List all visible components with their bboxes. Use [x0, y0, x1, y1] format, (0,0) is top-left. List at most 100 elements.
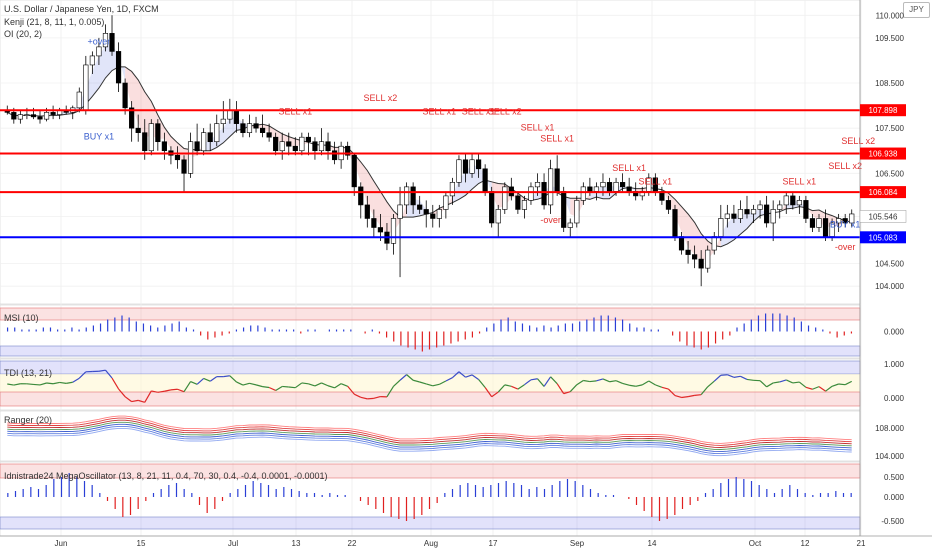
tdi-line-segment — [655, 384, 663, 388]
candle-body — [809, 218, 816, 228]
time-tick-label: Jun — [55, 539, 68, 548]
tdi-line-segment — [779, 379, 787, 383]
tdi-line-segment — [242, 382, 250, 386]
candle-body — [561, 191, 567, 228]
kenji-cloud-segment — [688, 213, 695, 255]
tdi-line-segment — [609, 380, 617, 383]
ranger-tick-label: 108.000 — [875, 424, 904, 433]
oscillator-title: Idnistrade24 MegaOscillator (13, 8, 21, … — [4, 471, 328, 481]
ranger-pane — [7, 415, 852, 457]
candle-body — [502, 186, 508, 210]
candle-body — [377, 227, 383, 233]
tdi-line-segment — [170, 388, 178, 391]
candle-body — [181, 159, 187, 174]
signal-annotation: -over — [540, 215, 561, 225]
candle-body — [207, 132, 213, 143]
tdi-title: TDI (13, 21) — [4, 368, 52, 378]
candle-body — [397, 204, 403, 219]
tdi-line-segment — [556, 383, 565, 394]
price-tick-label: 107.500 — [875, 124, 904, 133]
signal-annotation: SELL x1 — [278, 107, 312, 117]
tdi-line-segment — [694, 394, 702, 396]
candle-body — [305, 136, 311, 143]
tdi-line-segment — [661, 386, 669, 390]
tdi-line-segment — [98, 369, 106, 372]
candle-body — [665, 200, 672, 210]
candle-body — [220, 118, 226, 124]
price-level-tag — [860, 231, 906, 244]
kenji-cloud-segment — [694, 222, 702, 261]
signal-annotation: SELL x2 — [828, 161, 862, 171]
tdi-line-segment — [641, 380, 650, 386]
tdi-line-segment — [360, 396, 368, 400]
ranger-title: Ranger (20) — [4, 415, 52, 425]
candle-body — [161, 141, 167, 152]
time-tick-label: Aug — [424, 539, 438, 548]
candle-body — [155, 123, 161, 143]
time-tick-label: 13 — [292, 539, 301, 548]
tdi-line-segment — [629, 384, 636, 387]
tdi-line-segment — [314, 382, 322, 387]
tdi-line-segment — [138, 399, 145, 403]
candle-body — [757, 204, 763, 210]
candle-body — [325, 141, 331, 152]
candle-body — [528, 186, 534, 201]
tdi-line-segment — [537, 378, 545, 387]
tdi-line-segment — [282, 385, 289, 388]
candle-body — [11, 112, 17, 120]
tdi-line-segment — [740, 375, 748, 380]
kenji-cloud-segment — [380, 191, 387, 235]
tdi-line-segment — [668, 388, 676, 396]
tdi-line-segment — [373, 396, 381, 399]
candle-body — [515, 195, 521, 210]
currency-button[interactable]: JPY — [903, 2, 930, 18]
signal-annotation: SELL x2 — [364, 93, 398, 103]
signal-annotation: SELL x1 — [521, 122, 555, 132]
candle-body — [731, 213, 737, 219]
tdi-line-segment — [13, 383, 21, 386]
candle-body — [567, 222, 573, 228]
msi-title: MSI (10) — [4, 313, 39, 323]
candle-body — [574, 200, 580, 224]
ranger-band-line — [7, 425, 852, 455]
candle-body — [724, 213, 730, 219]
tdi-line-segment — [478, 379, 486, 388]
kenji-cloud-segment — [125, 66, 132, 107]
signal-annotation: SELL x1 — [462, 107, 496, 117]
tdi-line-segment — [353, 393, 362, 398]
tdi-line-segment — [818, 386, 826, 392]
candle-body — [122, 82, 128, 109]
tdi-line-segment — [681, 396, 689, 399]
pane-border — [0, 0, 861, 305]
tdi-line-segment — [635, 384, 643, 387]
kenji-cloud-segment — [583, 192, 590, 204]
tdi-line-segment — [563, 391, 571, 395]
candle-body — [96, 46, 102, 57]
tdi-line-segment — [39, 382, 47, 386]
price-tick-label: 104.500 — [875, 260, 904, 269]
tdi-line-segment — [524, 379, 532, 386]
indicator-kenji-title: Kenji (21, 8, 11, 1, 0.005) — [4, 17, 104, 27]
ranger-band-line — [7, 419, 852, 448]
candle-body — [476, 159, 482, 170]
candle-body — [587, 186, 593, 192]
candle-body — [750, 209, 757, 215]
time-tick-label: 15 — [137, 539, 146, 548]
candle-body — [849, 213, 855, 224]
kenji-cloud-segment — [674, 199, 682, 233]
kenji-cloud-segment — [746, 210, 754, 229]
candle-body — [109, 33, 115, 52]
symbol-title: U.S. Dollar / Japanese Yen, 1D, FXCM — [4, 4, 159, 14]
tdi-line-segment — [844, 380, 852, 386]
tdi-line-segment — [190, 380, 198, 385]
candle-body — [351, 154, 357, 188]
tdi-line-segment — [615, 380, 623, 385]
ranger-tick-label: 104.000 — [875, 452, 904, 461]
ranger-band-line — [7, 427, 852, 457]
price-level-label: 105.083 — [869, 233, 898, 242]
signal-annotation: BUY x1 — [84, 131, 114, 141]
tdi-line-segment — [543, 376, 552, 387]
ranger-band-line — [7, 423, 852, 453]
tdi-line-segment — [452, 371, 460, 379]
